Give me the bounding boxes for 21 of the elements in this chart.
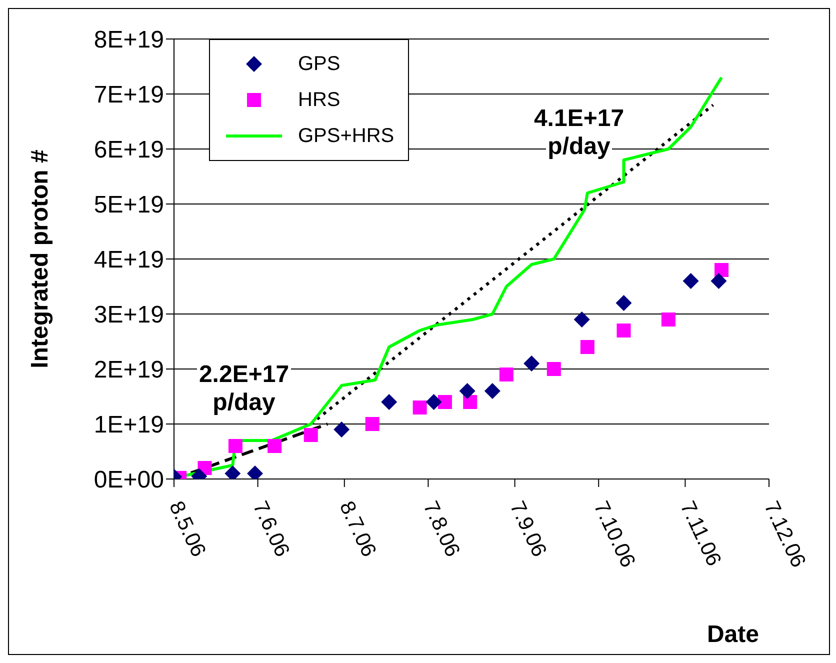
x-tick-label: 7.8.06 [418, 498, 464, 560]
legend-label: GPS+HRS [298, 124, 394, 148]
legend-label: GPS [298, 52, 340, 76]
annotation: 4.1E+17 p/day [532, 105, 626, 160]
x-tick-label: 8.5.06 [164, 498, 210, 560]
x-tick-label: 7.6.06 [248, 498, 294, 560]
y-tick-label: 5E+19 [94, 192, 164, 219]
y-tick-label: 6E+19 [94, 136, 164, 164]
y-tick-label: 3E+19 [94, 302, 164, 329]
y-tick-label: 4E+19 [94, 246, 164, 274]
y-axis-title: Integrated proton # [26, 150, 54, 368]
legend-label: HRS [298, 88, 340, 112]
annotation: 2.2E+17 p/day [198, 361, 290, 416]
y-tick-label: 7E+19 [94, 82, 164, 109]
y-tick-label: 2E+19 [94, 356, 164, 384]
y-tick-label: 1E+19 [94, 412, 164, 439]
x-axis-title: Date [706, 621, 759, 648]
y-tick-label: 8E+19 [94, 26, 164, 54]
x-tick-label: 8.7.06 [334, 498, 380, 560]
y-tick-label: 0E+00 [94, 466, 164, 494]
x-tick-label: 7.9.06 [505, 498, 551, 560]
